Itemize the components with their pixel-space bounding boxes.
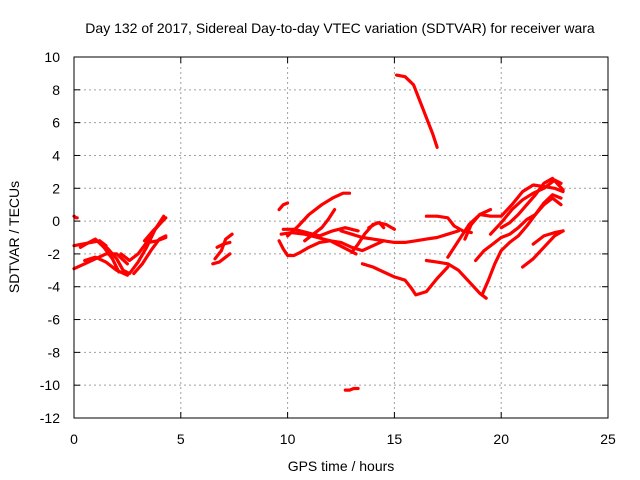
series-line-3 [78,237,121,274]
x-tick-label: 15 [387,431,403,447]
series-line-23 [394,73,439,149]
y-tick-label: -2 [48,246,61,262]
series-line-17 [286,191,352,238]
y-axis-label: SDTVAR / TECUs [6,181,22,293]
x-tick-label: 5 [177,431,185,447]
series-line-32 [531,229,565,246]
series-line-13 [277,201,290,212]
x-axis-label: GPS time / hours [288,458,395,474]
x-tick-label: 0 [70,431,78,447]
series-line-18 [303,208,337,243]
series-line-19 [339,229,461,244]
series-line-29 [480,196,563,297]
y-tick-label: 2 [52,180,60,196]
y-tick-label: -12 [40,410,60,426]
axis-ticks: 0 5 10 15 20 25 -12 -10 -8 -6 -4 -2 0 2 4 6 8 10 [40,49,616,447]
series-line-8 [142,216,168,243]
series-line-21 [367,221,396,231]
y-tick-label: -8 [48,344,61,360]
x-tick-label: 25 [600,431,616,447]
series-line-31 [520,229,565,269]
chart-title: Day 132 of 2017, Sidereal Day-to-day VTE… [85,20,595,36]
series-line-14 [277,239,386,258]
series-line-24 [424,258,488,300]
data-series [72,73,565,392]
series-line-4 [83,255,130,277]
y-tick-label: 10 [44,49,60,65]
y-tick-label: 0 [52,213,60,229]
series-line-9 [147,235,168,244]
series-line-28 [474,193,563,263]
series-line-27 [463,208,493,241]
y-tick-label: -6 [48,312,61,328]
y-tick-label: -10 [40,377,60,393]
series-line-0 [72,214,79,220]
series-line-30 [488,178,563,236]
series-line-22 [360,262,450,297]
series-line-10 [211,252,232,266]
y-tick-label: -4 [48,279,61,295]
plot-frame [73,56,609,419]
grid-lines [74,57,608,418]
y-tick-label: 4 [52,147,60,163]
series-line-1 [72,252,130,271]
y-tick-label: 8 [52,82,60,98]
series-line-34 [343,386,360,392]
series-line-12 [215,240,232,249]
series-line-33 [499,176,565,230]
x-tick-label: 10 [280,431,296,447]
x-tick-label: 20 [493,431,509,447]
y-tick-label: 6 [52,115,60,131]
